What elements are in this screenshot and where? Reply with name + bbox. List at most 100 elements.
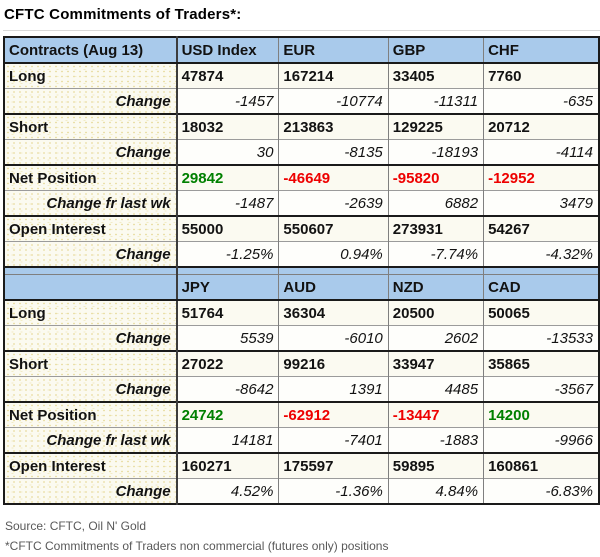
value-cell: 14200 [483, 401, 599, 428]
row-label: Net Position [4, 164, 177, 191]
value-cell: 59895 [387, 452, 484, 479]
row-label: Change [4, 241, 177, 267]
value-cell: 54267 [483, 215, 599, 242]
source-text: Source: CFTC, Oil N' Gold [5, 519, 146, 533]
value-cell: -6010 [278, 325, 389, 351]
value-cell: -8642 [175, 376, 279, 402]
row-label: Change [4, 478, 177, 504]
value-cell: 273931 [387, 215, 484, 242]
column-header-usd-index: USD Index [175, 37, 279, 64]
value-cell: -1.36% [278, 478, 389, 504]
column-header-gbp: GBP [387, 37, 484, 64]
row-label: Long [4, 63, 177, 89]
spacer-cell [278, 266, 389, 275]
row-label: Change [4, 88, 177, 114]
value-cell: 7760 [483, 63, 599, 89]
value-cell: 175597 [278, 452, 389, 479]
table-row-change: Change 5539 -6010 2602 -13533 [4, 325, 599, 351]
value-cell: 33405 [387, 63, 484, 89]
table-row-net-position: Net Position 29842 -46649 -95820 -12952 [4, 164, 599, 191]
value-cell: 550607 [278, 215, 389, 242]
value-cell: 3479 [483, 190, 599, 216]
value-cell: 129225 [387, 113, 484, 140]
table-footer: Source: CFTC, Oil N' Gold *CFTC Commitme… [5, 516, 599, 557]
table-row-change: Change -1457 -10774 -11311 -635 [4, 88, 599, 114]
table-row-change: Change -1.25% 0.94% -7.74% -4.32% [4, 241, 599, 267]
value-cell: 167214 [278, 63, 389, 89]
value-cell: 99216 [278, 350, 389, 377]
value-cell: -1457 [175, 88, 279, 114]
table-row-change: Change -8642 1391 4485 -3567 [4, 376, 599, 402]
value-cell: -9966 [483, 427, 599, 453]
value-cell: -2639 [278, 190, 389, 216]
spacer-cell [175, 266, 279, 275]
value-cell: -4114 [483, 139, 599, 165]
column-header-eur: EUR [278, 37, 389, 64]
value-cell: -6.83% [483, 478, 599, 504]
value-cell: -4.32% [483, 241, 599, 267]
spacer-cell [387, 266, 484, 275]
value-cell: 4.84% [387, 478, 484, 504]
value-cell: 24742 [175, 401, 279, 428]
table-row-short: Short 18032 213863 129225 20712 [4, 113, 599, 140]
table-row-long: Long 51764 36304 20500 50065 [4, 300, 599, 326]
value-cell: 27022 [175, 350, 279, 377]
value-cell: -7401 [278, 427, 389, 453]
value-cell: 5539 [175, 325, 279, 351]
table-row-change: Change 30 -8135 -18193 -4114 [4, 139, 599, 165]
value-cell: 160271 [175, 452, 279, 479]
value-cell: -8135 [278, 139, 389, 165]
row-label: Change [4, 376, 177, 402]
value-cell: -95820 [387, 164, 484, 191]
value-cell: 20712 [483, 113, 599, 140]
table-row-change-fr-last-wk: Change fr last wk 14181 -7401 -1883 -9966 [4, 427, 599, 453]
row-label: Change fr last wk [4, 427, 177, 453]
column-header-cad: CAD [483, 274, 599, 301]
value-cell: 47874 [175, 63, 279, 89]
row-label: Net Position [4, 401, 177, 428]
title-divider [3, 30, 600, 31]
value-cell: -12952 [483, 164, 599, 191]
spacer-cell [483, 266, 599, 275]
row-label: Change [4, 139, 177, 165]
column-header-nzd: NZD [387, 274, 484, 301]
value-cell: 0.94% [278, 241, 389, 267]
value-cell: 55000 [175, 215, 279, 242]
value-cell: -62912 [278, 401, 389, 428]
table-row-net-position: Net Position 24742 -62912 -13447 14200 [4, 401, 599, 428]
row-label: Open Interest [4, 215, 177, 242]
column-header-aud: AUD [278, 274, 389, 301]
corner-header-cell: Contracts (Aug 13) [4, 37, 177, 64]
value-cell: 36304 [278, 300, 389, 326]
column-header-jpy: JPY [175, 274, 279, 301]
value-cell: 1391 [278, 376, 389, 402]
footnote-text: *CFTC Commitments of Traders non commerc… [5, 539, 389, 554]
page-title: CFTC Commitments of Traders*: [4, 6, 242, 23]
row-label: Change fr last wk [4, 190, 177, 216]
value-cell: -3567 [483, 376, 599, 402]
value-cell: 20500 [387, 300, 484, 326]
value-cell: -11311 [387, 88, 484, 114]
cot-table-body: Contracts (Aug 13) USD Index EUR GBP CHF Long… [4, 37, 599, 504]
value-cell: 33947 [387, 350, 484, 377]
table-row-change: Change 4.52% -1.36% 4.84% -6.83% [4, 478, 599, 504]
table-row-change-fr-last-wk: Change fr last wk -1487 -2639 6882 3479 [4, 190, 599, 216]
value-cell: 29842 [175, 164, 279, 191]
header-row: JPY AUD NZD CAD [4, 274, 599, 301]
value-cell: 6882 [387, 190, 484, 216]
value-cell: 4485 [387, 376, 484, 402]
table-row-open-interest: Open Interest 160271 175597 59895 160861 [4, 452, 599, 479]
row-label: Long [4, 300, 177, 326]
row-label: Short [4, 113, 177, 140]
value-cell: 213863 [278, 113, 389, 140]
value-cell: -1883 [387, 427, 484, 453]
table-row-open-interest: Open Interest 55000 550607 273931 54267 [4, 215, 599, 242]
section-spacer-row [4, 266, 599, 275]
row-label: Change [4, 325, 177, 351]
value-cell: -635 [483, 88, 599, 114]
value-cell: 50065 [483, 300, 599, 326]
column-header-chf: CHF [483, 37, 599, 64]
value-cell: 35865 [483, 350, 599, 377]
value-cell: 30 [175, 139, 279, 165]
